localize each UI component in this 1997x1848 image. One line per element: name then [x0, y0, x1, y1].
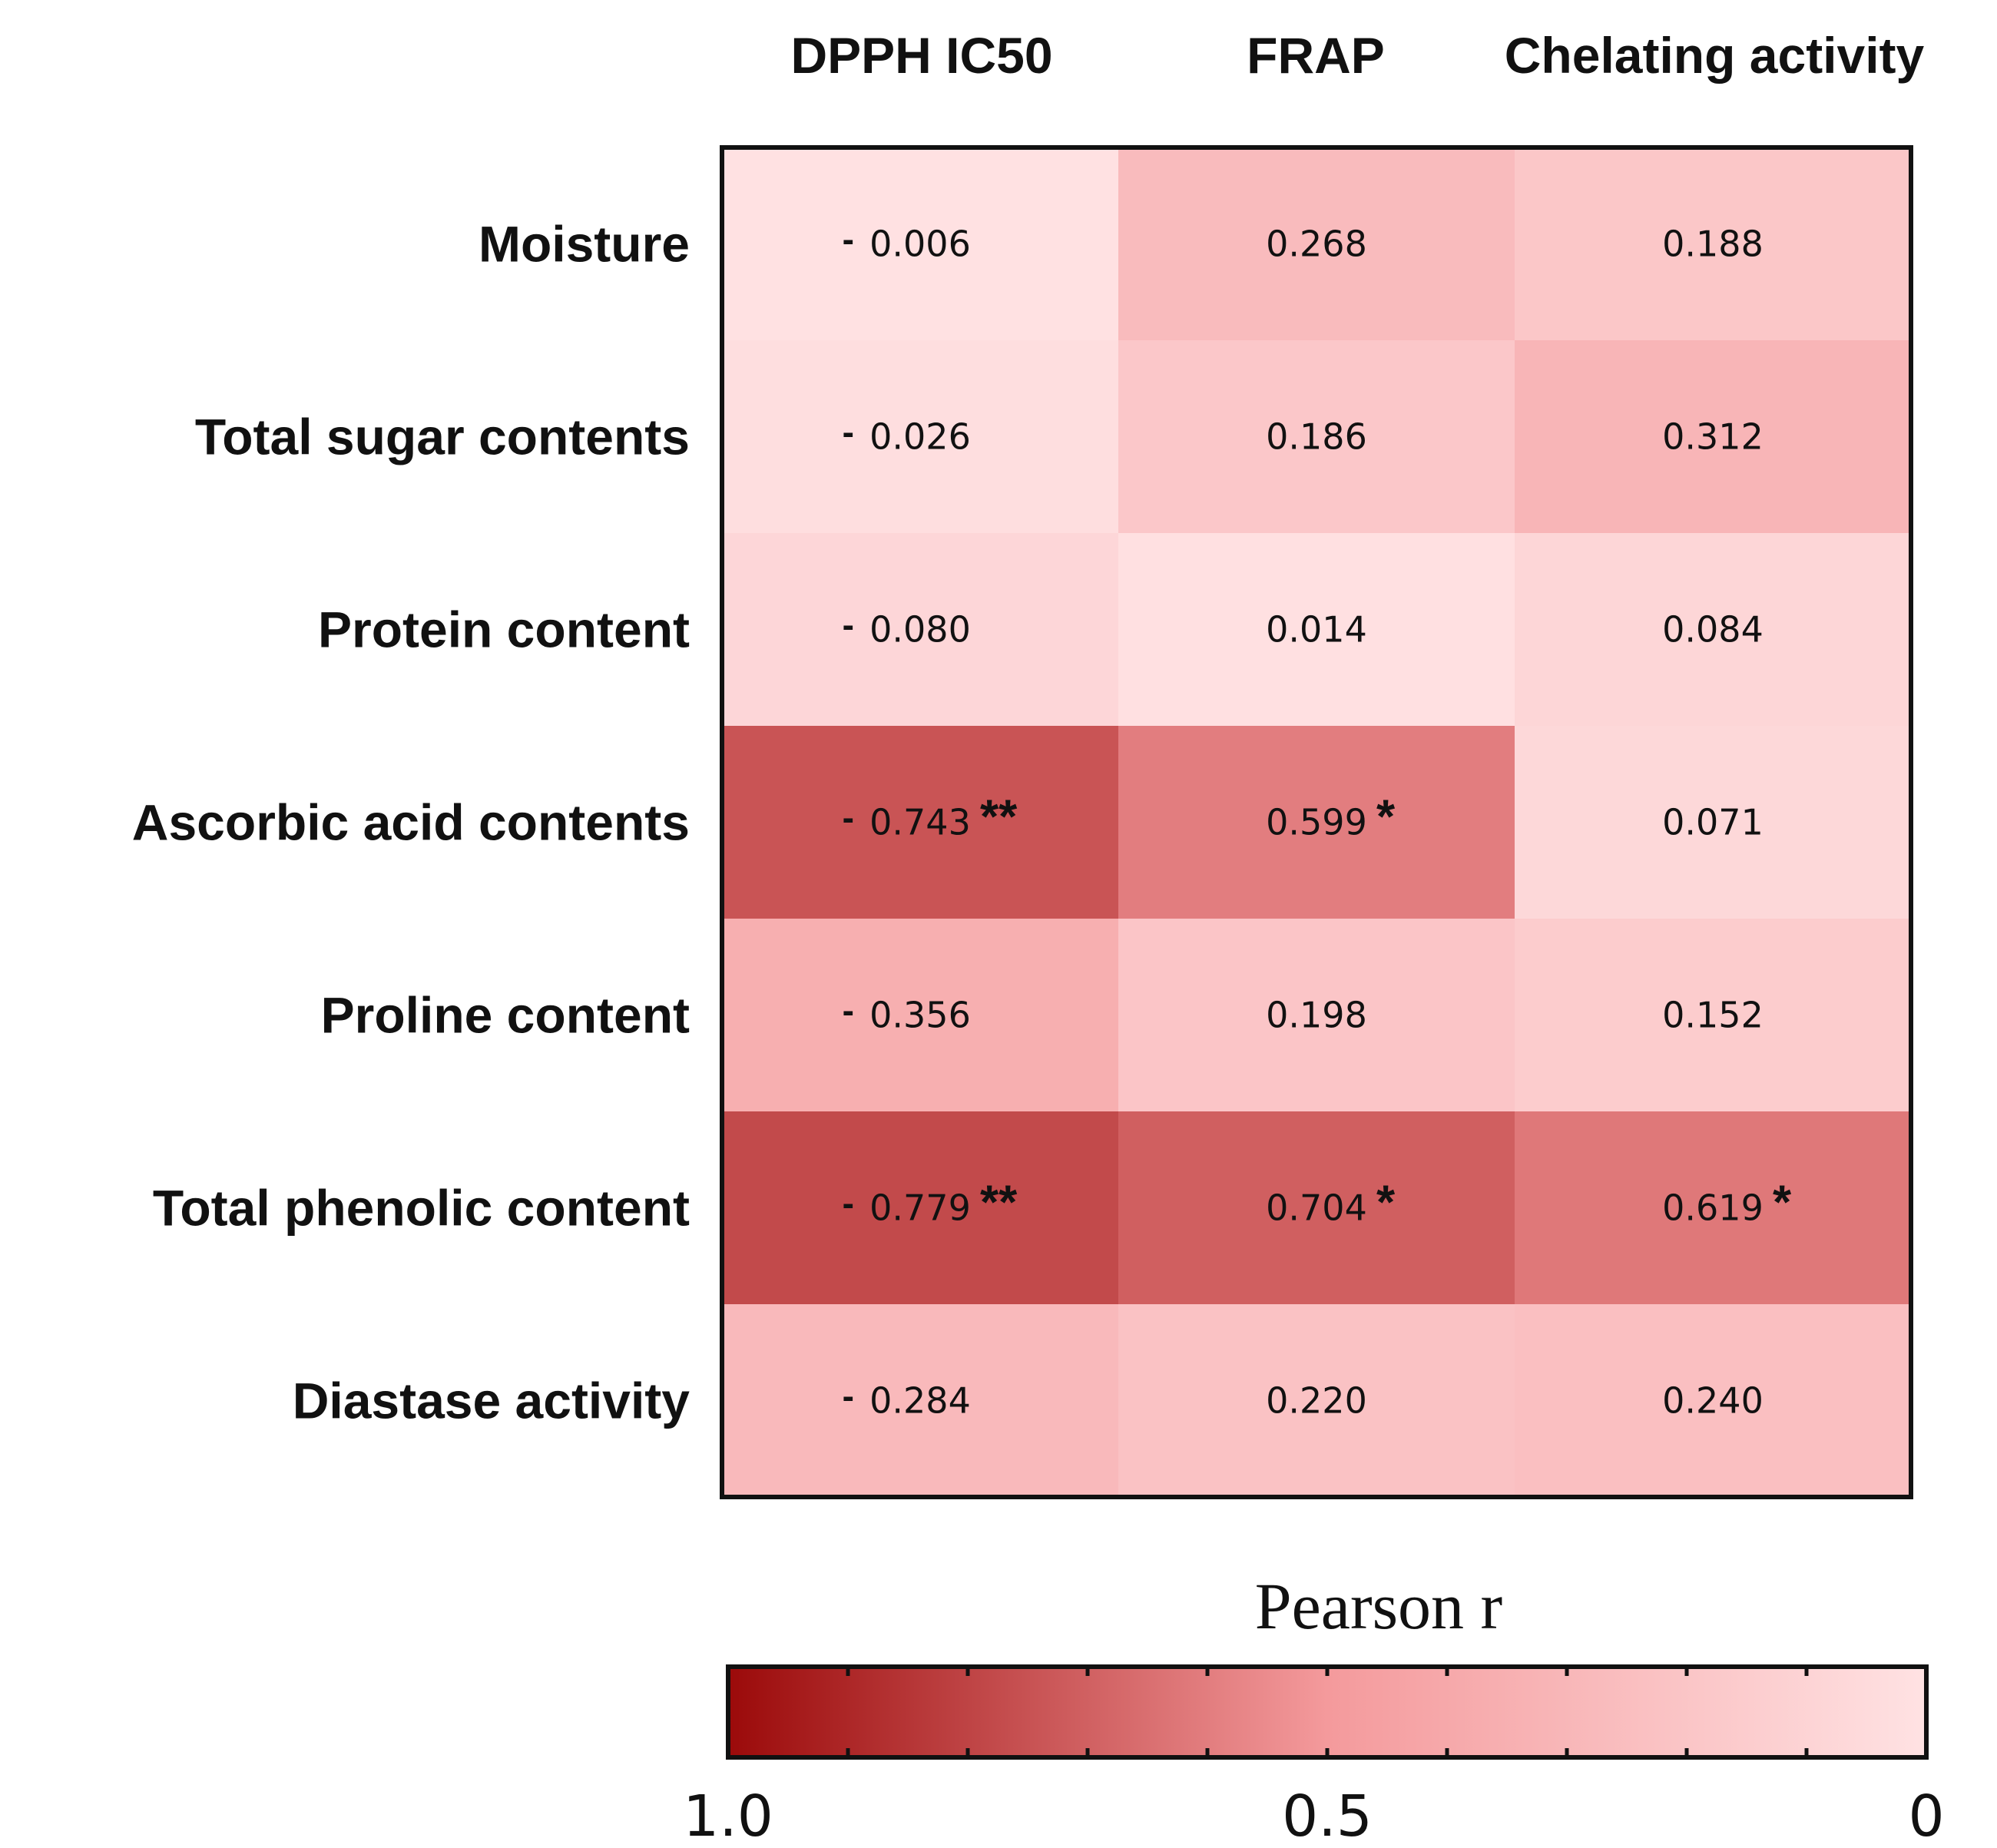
cell-value-label: 0.240 [1662, 1380, 1764, 1422]
significance-mark: ** [980, 1177, 1018, 1230]
significance-mark: * [1376, 791, 1396, 844]
significance-mark: ** [980, 791, 1018, 844]
cell-value-label: 0.704 [1266, 1187, 1367, 1229]
cell-value-label: 0.014 [1266, 609, 1367, 651]
heatmap-cell [1515, 726, 1912, 919]
cell-value-label: 0.006 [869, 224, 971, 265]
colorbar-ticks [846, 1667, 1809, 1757]
heatmap-cell [1515, 533, 1912, 727]
heatmap-cell [1118, 1111, 1515, 1305]
heatmap-cell [722, 919, 1119, 1112]
row-label-protein-content: Protein content [318, 601, 690, 658]
negative-sign: - [843, 605, 854, 645]
cell-value-label: 0.026 [869, 416, 971, 458]
negative-sign: - [843, 991, 854, 1031]
colorbar-tick-labels: 1.0 0.5 0 [683, 1783, 1944, 1848]
heatmap-cell [722, 726, 1119, 919]
cell-value-label: 0.312 [1662, 416, 1764, 458]
colorbar-tick-label: 0 [1908, 1783, 1944, 1848]
heatmap-cell [1515, 919, 1912, 1112]
heatmap-cell [722, 533, 1119, 727]
row-labels: Moisture Total sugar contents Protein cont… [132, 216, 690, 1429]
cell-value-label: 0.188 [1662, 224, 1764, 265]
colorbar-title: Pearson r [1255, 1569, 1502, 1643]
row-label-moisture: Moisture [479, 216, 690, 273]
row-label-ascorbic-acid-contents: Ascorbic acid contents [132, 794, 690, 851]
column-label-dpph-ic50: DPPH IC50 [790, 27, 1052, 84]
heatmap-cell [1118, 726, 1515, 919]
heatmap-cell [1118, 147, 1515, 341]
heatmap-border [720, 145, 1913, 1499]
cell-value-label: 0.284 [869, 1380, 971, 1422]
column-label-chelating-activity: Chelating activity [1505, 27, 1925, 84]
heatmap-cell [1515, 340, 1912, 534]
negative-sign: - [843, 798, 854, 838]
cell-value-label: 0.599 [1266, 802, 1367, 843]
significance-mark: * [1376, 1177, 1396, 1230]
heatmap-cell [1118, 340, 1515, 534]
heatmap-cell [722, 1111, 1119, 1305]
cell-value-label: 0.198 [1266, 995, 1367, 1036]
heatmap-cell [1118, 533, 1515, 727]
heatmap-cell [1515, 1304, 1912, 1498]
heatmap-cell [1118, 1304, 1515, 1498]
colorbar [726, 1664, 1929, 1760]
heatmap-cell [1515, 147, 1912, 341]
negative-sign: - [843, 1184, 854, 1224]
heatmap-cell [1515, 1111, 1912, 1305]
heatmap-cell [722, 340, 1119, 534]
colorbar-tick-label: 1.0 [683, 1783, 773, 1848]
cell-value-label: 0.743 [869, 802, 971, 843]
row-label-total-sugar-contents: Total sugar contents [195, 409, 690, 465]
cell-value-label: 0.080 [869, 609, 971, 651]
cell-value-label: 0.268 [1266, 224, 1367, 265]
negative-sign: - [843, 1376, 854, 1416]
cell-value-label: 0.779 [869, 1187, 971, 1229]
cell-value-label: 0.220 [1266, 1380, 1367, 1422]
negative-sign: - [843, 220, 854, 260]
cell-value-label: 0.071 [1662, 802, 1764, 843]
column-label-frap: FRAP [1247, 27, 1385, 84]
significance-mark: * [1773, 1177, 1792, 1230]
row-label-proline-content: Proline content [321, 987, 690, 1044]
colorbar-tick-label: 0.5 [1282, 1783, 1373, 1848]
heatmap-cell [1118, 919, 1515, 1112]
heatmap-cell [722, 1304, 1119, 1498]
cell-value-label: 0.356 [869, 995, 971, 1036]
cell-value-label: 0.152 [1662, 995, 1764, 1036]
cell-value-label: 0.084 [1662, 609, 1764, 651]
column-labels: DPPH IC50 FRAP Chelating activity [790, 27, 1924, 84]
row-label-total-phenolic-content: Total phenolic content [153, 1180, 690, 1237]
negative-sign: - [843, 412, 854, 452]
row-label-diastase-activity: Diastase activity [293, 1373, 691, 1429]
cell-value-label: 0.186 [1266, 416, 1367, 458]
cell-value-label: 0.619 [1662, 1187, 1764, 1229]
heatmap-cell [722, 147, 1119, 341]
